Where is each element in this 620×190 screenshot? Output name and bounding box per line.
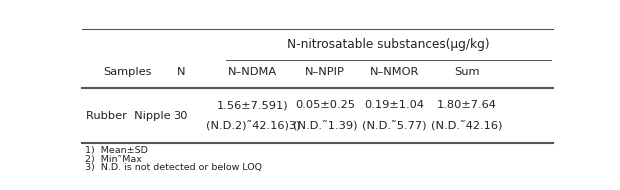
Text: Samples: Samples	[104, 67, 152, 77]
Text: Sum: Sum	[454, 67, 479, 77]
Text: N: N	[177, 67, 185, 77]
Text: Rubber  Nipple: Rubber Nipple	[86, 111, 170, 121]
Text: N-nitrosatable substances(μg/kg): N-nitrosatable substances(μg/kg)	[287, 37, 490, 51]
Text: 0.19±1.04: 0.19±1.04	[365, 101, 425, 110]
Text: (N.D.˜1.39): (N.D.˜1.39)	[293, 121, 357, 131]
Text: (N.D.2)˜42.16)3): (N.D.2)˜42.16)3)	[206, 121, 300, 131]
Text: (N.D.˜42.16): (N.D.˜42.16)	[431, 121, 502, 131]
Text: 1)  Mean±SD: 1) Mean±SD	[85, 146, 148, 155]
Text: N–NMOR: N–NMOR	[370, 67, 419, 77]
Text: 2)  Min˜Max: 2) Min˜Max	[85, 155, 141, 164]
Text: 1.80±7.64: 1.80±7.64	[436, 101, 497, 110]
Text: N–NDMA: N–NDMA	[228, 67, 277, 77]
Text: 1.56±7.591): 1.56±7.591)	[217, 101, 289, 110]
Text: N–NPIP: N–NPIP	[305, 67, 345, 77]
Text: 3)  N.D. is not detected or below LOQ: 3) N.D. is not detected or below LOQ	[85, 163, 262, 173]
Text: 30: 30	[174, 111, 188, 121]
Text: 0.05±0.25: 0.05±0.25	[295, 101, 355, 110]
Text: (N.D.˜5.77): (N.D.˜5.77)	[362, 121, 427, 131]
